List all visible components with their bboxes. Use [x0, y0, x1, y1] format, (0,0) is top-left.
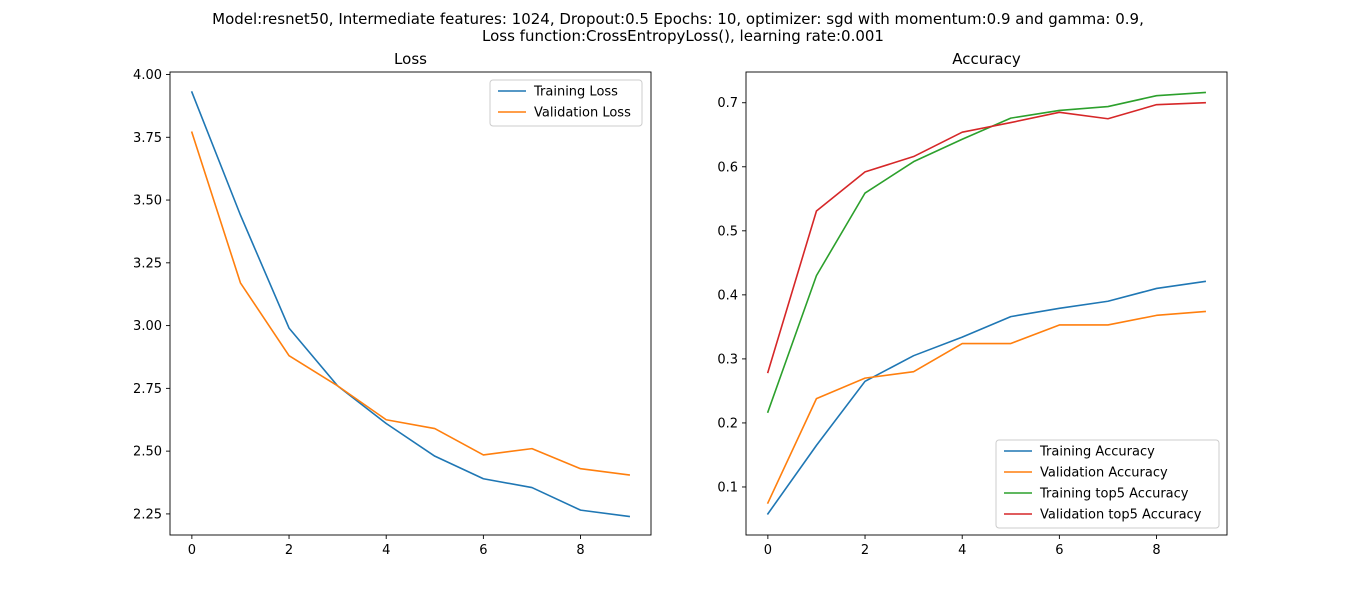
- legend-label: Validation Loss: [534, 106, 631, 121]
- y-tick-label: 0.1: [717, 480, 738, 495]
- x-tick-label: 8: [1152, 543, 1160, 558]
- accuracy-panel: Accuracy 0 2 4 6 8 0.1 0.2 0.3 0.4 0.5 0.6 0.7 Traini…: [717, 50, 1228, 558]
- x-tick-label: 6: [479, 543, 487, 558]
- legend-label: Training top5 Accuracy: [1039, 487, 1189, 502]
- y-tick-label: 3.25: [133, 256, 162, 271]
- y-tick-label: 3.50: [133, 194, 162, 209]
- panel-title: Accuracy: [952, 50, 1021, 68]
- legend: Training Accuracy Validation Accuracy Trai…: [995, 439, 1220, 529]
- series-line-validation-top5-accuracy: [766, 101, 1206, 374]
- x-tick-label: 0: [764, 543, 772, 558]
- x-tick-label: 6: [1055, 543, 1063, 558]
- x-tick-label: 2: [861, 543, 869, 558]
- y-tick-label: 2.50: [133, 445, 162, 460]
- loss-panel: Loss 0 2 4 6 8 2.25 2.50 2.75 3.00 3.25 3.50 3.75 4.0…: [133, 50, 652, 558]
- series-line-training-top5-accuracy: [766, 91, 1206, 414]
- legend-label: Validation Accuracy: [1040, 466, 1168, 481]
- x-tick-label: 4: [382, 543, 390, 558]
- figure-suptitle-line2: Loss function:CrossEntropyLoss(), learni…: [482, 27, 884, 45]
- legend-box: [995, 439, 1220, 529]
- x-tick-label: 0: [188, 543, 196, 558]
- x-tick-label: 4: [958, 543, 966, 558]
- y-tick-label: 0.3: [717, 352, 738, 367]
- y-tick-label: 0.6: [717, 160, 738, 175]
- series-line-training-loss: [190, 91, 631, 518]
- figure-suptitle-line1: Model:resnet50, Intermediate features: 1…: [212, 10, 1144, 28]
- y-tick-label: 0.7: [717, 96, 738, 111]
- series-line-validation-accuracy: [766, 310, 1207, 505]
- y-tick-label: 0.2: [717, 416, 738, 431]
- legend-label: Training Loss: [533, 85, 618, 100]
- series-line-validation-loss: [190, 131, 631, 476]
- panel-title: Loss: [394, 50, 427, 68]
- axes-frame: [745, 71, 1228, 536]
- x-tick-label: 2: [285, 543, 293, 558]
- legend: Training Loss Validation Loss: [489, 79, 643, 127]
- legend-box: [489, 79, 643, 127]
- y-tick-label: 0.4: [717, 288, 738, 303]
- y-tick-label: 3.75: [133, 131, 162, 146]
- x-tick-label: 8: [576, 543, 584, 558]
- y-tick-label: 4.00: [133, 68, 162, 83]
- y-tick-label: 3.00: [133, 319, 162, 334]
- legend-label: Validation top5 Accuracy: [1040, 508, 1202, 523]
- series-line-training-accuracy: [766, 280, 1207, 515]
- y-tick-label: 0.5: [717, 224, 738, 239]
- y-tick-label: 2.25: [133, 507, 162, 522]
- y-tick-label: 2.75: [133, 382, 162, 397]
- axes-frame: [169, 71, 652, 536]
- legend-label: Training Accuracy: [1039, 445, 1155, 460]
